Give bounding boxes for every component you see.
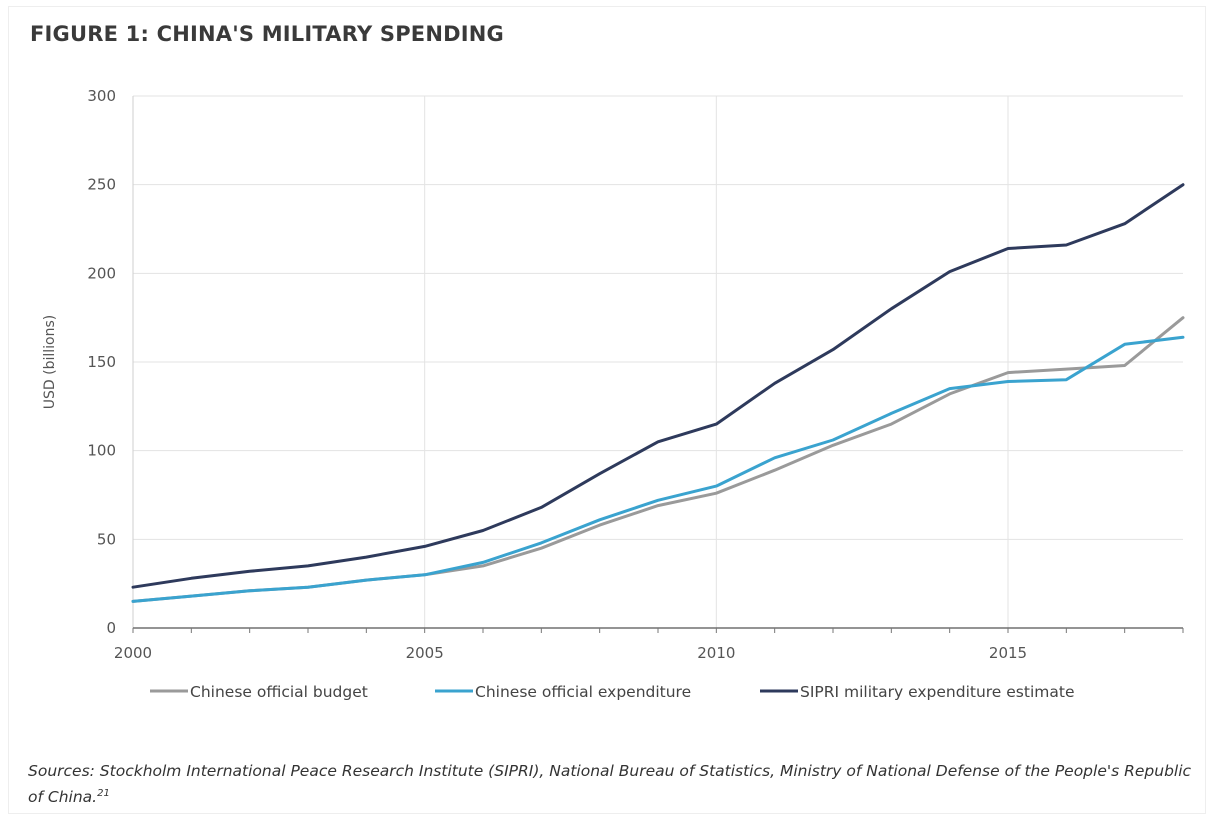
y-tick-label: 300 xyxy=(87,87,116,105)
chart-legend: Chinese official budget Chinese official … xyxy=(150,683,1074,701)
x-tick-label: 2005 xyxy=(406,644,444,662)
line-chart: 0 50 100 150 200 250 300 2000 2005 2010 2015 USD … xyxy=(42,87,1185,701)
y-tick-label: 150 xyxy=(87,353,116,371)
x-tick-label: 2015 xyxy=(989,644,1027,662)
y-tick-label: 250 xyxy=(87,176,116,194)
source-footnote: 21 xyxy=(97,787,110,799)
x-tick-labels: 2000 2005 2010 2015 xyxy=(114,644,1027,662)
series-line-3 xyxy=(131,183,1185,589)
series-line-2 xyxy=(131,335,1185,603)
legend-label-1: Chinese official budget xyxy=(190,683,368,701)
source-text: Sources: Stockholm International Peace R… xyxy=(28,762,1192,806)
legend-label-2: Chinese official expenditure xyxy=(475,683,691,701)
y-tick-label: 0 xyxy=(106,619,116,637)
legend-label-3: SIPRI military expenditure estimate xyxy=(800,683,1074,701)
y-tick-label: 50 xyxy=(97,530,116,548)
figure-frame xyxy=(8,6,1206,814)
x-tick-label: 2010 xyxy=(697,644,735,662)
series-line-1 xyxy=(131,316,1185,603)
source-note: Sources: Stockholm International Peace R… xyxy=(28,758,1198,810)
series-lines xyxy=(131,183,1185,603)
y-tick-label: 100 xyxy=(87,442,116,460)
y-tick-label: 200 xyxy=(87,264,116,282)
chart-grid xyxy=(133,95,1183,628)
figure-title: FIGURE 1: CHINA'S MILITARY SPENDING xyxy=(30,22,504,46)
chart-axes xyxy=(132,96,1184,633)
y-axis-label: USD (billions) xyxy=(42,315,58,409)
y-tick-labels: 0 50 100 150 200 250 300 xyxy=(87,87,116,637)
x-tick-label: 2000 xyxy=(114,644,152,662)
